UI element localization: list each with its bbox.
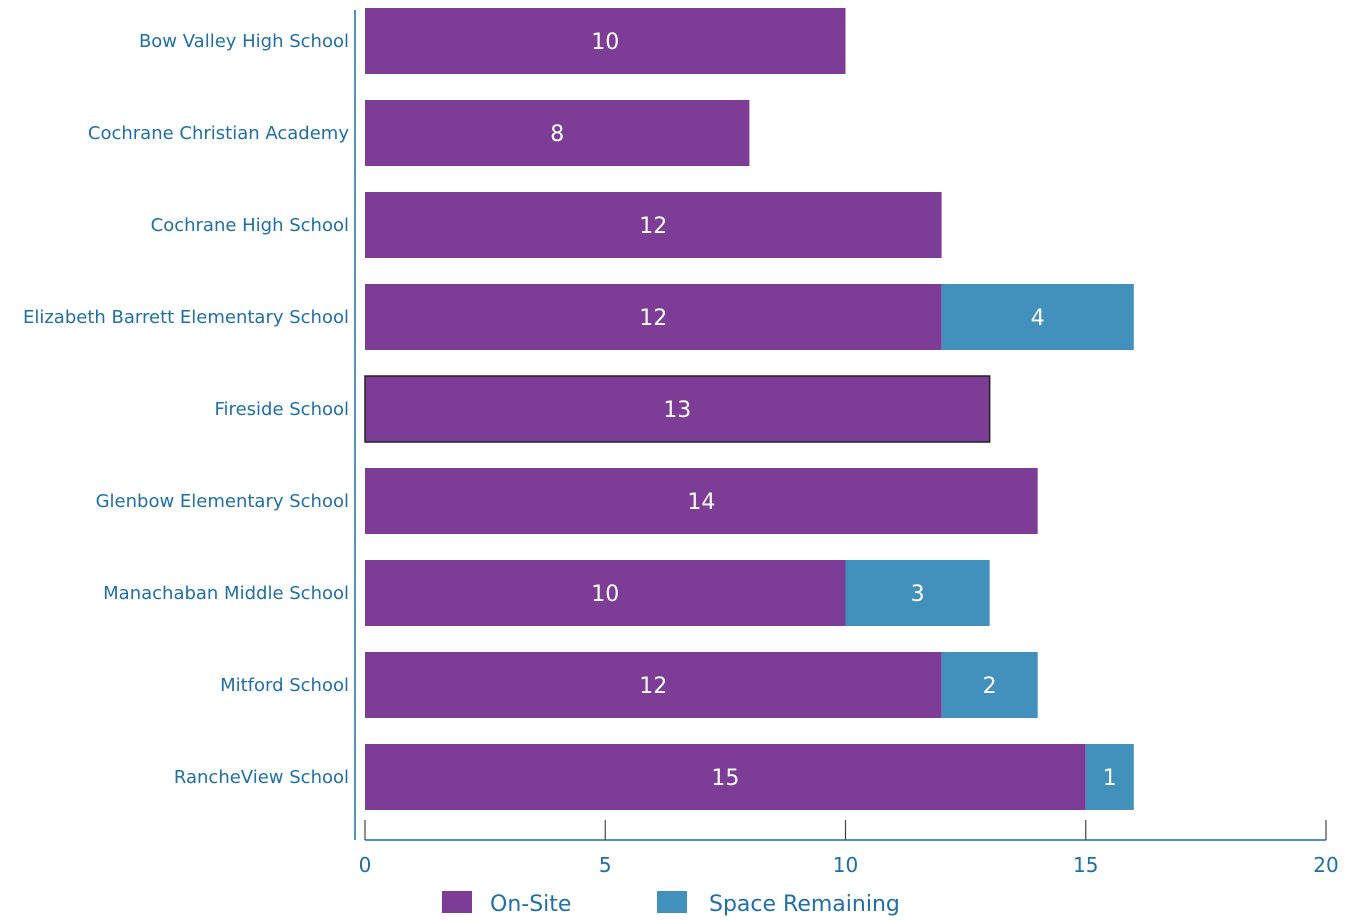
data-label-on-site-glenbow-elementary-school: 14 <box>687 490 715 515</box>
category-label-glenbow-elementary-school: Glenbow Elementary School <box>96 491 349 512</box>
bar-on-site-bow-valley-high-school <box>365 8 846 74</box>
category-label-mitford-school: Mitford School <box>220 675 349 696</box>
category-label-bow-valley-high-school: Bow Valley High School <box>139 31 349 52</box>
data-label-space-remaining-rancheview-school: 1 <box>1103 766 1117 791</box>
x-tick-label-15: 15 <box>1073 853 1098 877</box>
data-label-on-site-cochrane-high-school: 12 <box>639 214 667 239</box>
data-label-on-site-fireside-school: 13 <box>663 398 691 423</box>
data-label-on-site-mitford-school: 12 <box>639 674 667 699</box>
bar-on-site-rancheview-school <box>365 744 1086 810</box>
bar-on-site-cochrane-christian-academy <box>365 100 750 166</box>
legend-swatch-space-remaining <box>657 891 687 913</box>
legend-label-on-site: On-Site <box>490 892 571 917</box>
x-tick-label-20: 20 <box>1313 853 1338 877</box>
bar-on-site-cochrane-high-school <box>365 192 942 258</box>
data-label-on-site-cochrane-christian-academy: 8 <box>550 122 564 147</box>
bar-on-site-elizabeth-barrett-elementary-school <box>365 284 942 350</box>
data-label-space-remaining-elizabeth-barrett-elementary-school: 4 <box>1031 306 1045 331</box>
legend-swatch-on-site <box>442 891 472 913</box>
category-labels: Bow Valley High School Cochrane Christian… <box>23 31 349 788</box>
bar-on-site-fireside-school <box>364 375 991 443</box>
bar-space-remaining-manachaban-middle-school <box>845 560 990 626</box>
category-label-cochrane-high-school: Cochrane High School <box>151 215 349 236</box>
bar-on-site-glenbow-elementary-school <box>365 468 1038 534</box>
data-label-on-site-rancheview-school: 15 <box>711 766 739 791</box>
bar-space-remaining-rancheview-school <box>1085 744 1134 810</box>
bar-space-remaining-elizabeth-barrett-elementary-school <box>941 284 1134 350</box>
legend: On-Site Space Remaining <box>442 891 900 917</box>
bar-on-site-mitford-school <box>365 652 942 718</box>
category-label-fireside-school: Fireside School <box>215 399 349 420</box>
category-label-cochrane-christian-academy: Cochrane Christian Academy <box>88 123 349 144</box>
x-tick-label-0: 0 <box>359 853 372 877</box>
category-label-elizabeth-barrett-elementary-school: Elizabeth Barrett Elementary School <box>23 307 349 328</box>
x-tick-label-10: 10 <box>833 853 858 877</box>
data-label-on-site-manachaban-middle-school: 10 <box>591 582 619 607</box>
category-label-rancheview-school: RancheView School <box>174 767 349 788</box>
legend-label-space-remaining: Space Remaining <box>709 892 900 917</box>
bar-on-site-manachaban-middle-school <box>365 560 846 626</box>
category-label-manachaban-middle-school: Manachaban Middle School <box>103 583 349 604</box>
data-label-on-site-bow-valley-high-school: 10 <box>591 30 619 55</box>
data-label-space-remaining-mitford-school: 2 <box>983 674 997 699</box>
bars-group: 10 8 12 12 4 13 14 10 3 12 2 15 1 <box>364 8 1134 810</box>
data-label-space-remaining-manachaban-middle-school: 3 <box>911 582 925 607</box>
x-tick-label-5: 5 <box>599 853 612 877</box>
data-label-on-site-elizabeth-barrett-elementary-school: 12 <box>639 306 667 331</box>
bar-space-remaining-mitford-school <box>941 652 1038 718</box>
axes-group: 0 5 10 15 20 <box>354 10 1339 877</box>
